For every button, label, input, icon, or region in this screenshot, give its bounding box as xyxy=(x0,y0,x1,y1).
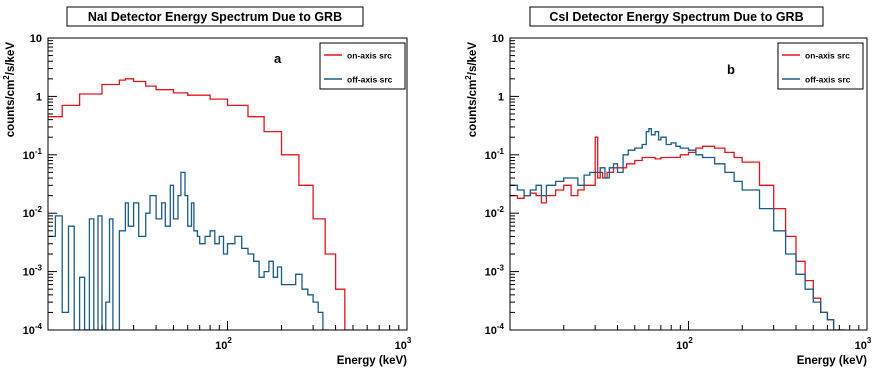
panel-a-legend-label: off-axis src xyxy=(347,75,393,85)
panel-b-series-off-axis xyxy=(510,128,846,330)
panel-a-legend-label: on-axis src xyxy=(347,51,392,61)
panel-a-title: NaI Detector Energy Spectrum Due to GRB xyxy=(88,10,342,24)
panel-b-y-tick-label: 10-4 xyxy=(485,322,505,337)
panel-b-title: CsI Detector Energy Spectrum Due to GRB xyxy=(549,10,803,24)
panel-a-y-tick-label: 10-1 xyxy=(23,147,43,162)
panel-b-y-tick-label: 10 xyxy=(492,33,504,45)
panel-b-y-tick-label: 10-3 xyxy=(485,264,505,279)
panel-b-x-tick-label: 102 xyxy=(676,336,693,352)
panel-a-y-tick-label: 1 xyxy=(36,91,42,103)
panel-b-y-axis-label: counts/cm2/s/keV xyxy=(464,42,479,138)
panel-b-series-on-axis xyxy=(510,136,846,330)
panel-b-y-tick-label: 10-1 xyxy=(485,147,505,162)
panel-b-x-tick-label: 103 xyxy=(855,336,872,352)
panel-a: NaI Detector Energy Spectrum Due to GRB 1… xyxy=(2,6,412,367)
panel-a-y-tick-label: 10-3 xyxy=(23,264,43,279)
panel-a-series-group xyxy=(48,78,351,330)
panel-b-legend: on-axis src off-axis src xyxy=(777,42,864,90)
panel-b-y-tick-label: 1 xyxy=(498,91,504,103)
panel-b-series-group xyxy=(510,128,846,330)
panel-a-y-axis-label: counts/cm2/s/keV xyxy=(2,42,17,138)
panel-a-x-tick-label: 103 xyxy=(395,336,412,352)
panel-b-legend-label: off-axis src xyxy=(805,75,851,85)
panel-a-series-off-axis xyxy=(48,171,329,330)
panel-a-y-tick-label: 10-2 xyxy=(23,205,43,220)
panel-a-y-tick-label: 10 xyxy=(30,33,42,45)
panel-a-panel-label: a xyxy=(274,51,282,66)
panel-a-title-box xyxy=(66,6,364,27)
panel-a-y-tick-label: 10-4 xyxy=(23,322,43,337)
panel-b-title-box xyxy=(529,6,824,27)
panel-a-legend-box xyxy=(319,42,406,90)
panel-b-legend-label: on-axis src xyxy=(805,51,850,61)
panel-a-x-axis-label: Energy (keV) xyxy=(337,355,407,367)
panel-a-x-tick-label: 102 xyxy=(215,336,232,352)
panel-b: CsI Detector Energy Spectrum Due to GRB 1… xyxy=(464,6,872,367)
panel-a-legend: on-axis src off-axis src xyxy=(319,42,406,90)
panel-b-x-axis-label: Energy (keV) xyxy=(797,355,867,367)
panel-b-y-tick-label: 10-2 xyxy=(485,205,505,220)
panel-b-panel-label: b xyxy=(727,62,735,77)
panel-b-legend-box xyxy=(777,42,864,90)
panel-a-series-on-axis xyxy=(48,78,351,330)
